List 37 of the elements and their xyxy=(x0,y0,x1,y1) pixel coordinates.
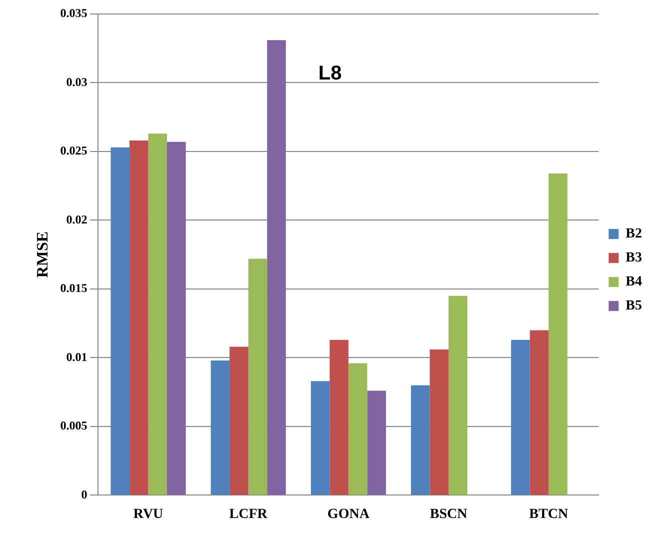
bar xyxy=(410,385,430,495)
bar xyxy=(310,381,330,495)
y-axis-title: RMSE xyxy=(34,231,52,278)
y-tick-label: 0.035 xyxy=(60,6,88,20)
bar xyxy=(367,390,386,495)
y-tick-label: 0.025 xyxy=(60,144,88,158)
bar xyxy=(129,140,148,495)
bar xyxy=(448,296,468,495)
legend-label: B4 xyxy=(626,274,642,290)
bar xyxy=(548,173,568,495)
x-tick-label: BTCN xyxy=(529,507,568,522)
x-tick-label: LCFR xyxy=(229,507,268,522)
x-tick-label: BSCN xyxy=(430,507,468,522)
legend-label: B3 xyxy=(626,250,642,266)
x-tick-label: RVU xyxy=(133,507,164,522)
y-tick-label: 0.02 xyxy=(66,212,88,226)
bar xyxy=(348,363,368,495)
bar xyxy=(148,134,168,495)
y-tick-label: 0.015 xyxy=(60,281,88,296)
bar xyxy=(230,346,248,495)
bar xyxy=(530,330,549,495)
x-tick-label: GONA xyxy=(327,507,370,522)
bar xyxy=(511,340,530,495)
legend-label: B2 xyxy=(626,226,642,242)
bar xyxy=(210,360,230,495)
bar xyxy=(110,147,130,495)
bar xyxy=(330,340,348,495)
legend-label: B5 xyxy=(626,298,642,314)
bar xyxy=(267,40,286,495)
annotation: L8 xyxy=(318,62,342,85)
bar xyxy=(248,258,268,495)
bar xyxy=(167,142,186,495)
y-tick-label: 0.01 xyxy=(66,350,88,364)
y-tick-label: 0 xyxy=(81,487,88,502)
y-tick-label: 0.03 xyxy=(66,74,88,89)
y-tick-label: 0.005 xyxy=(60,418,88,433)
bar xyxy=(430,349,449,495)
